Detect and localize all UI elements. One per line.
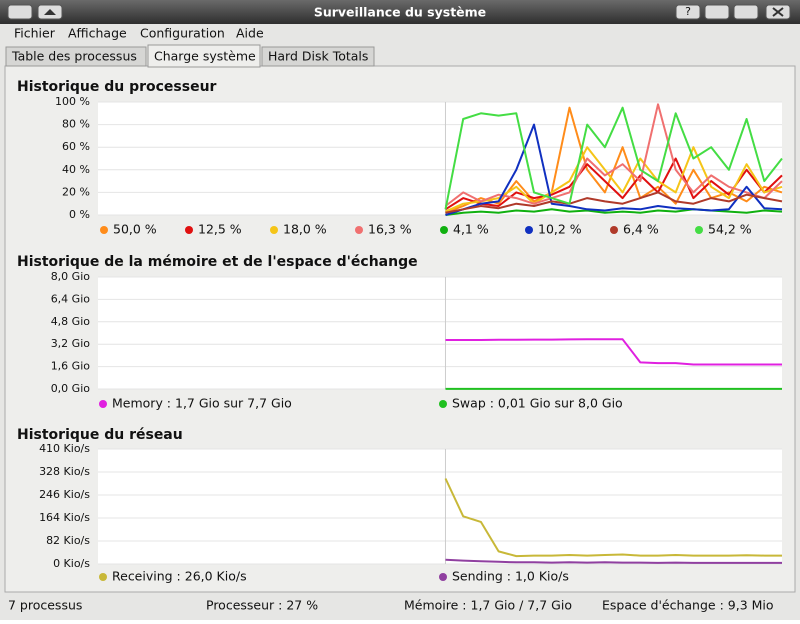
app-menu-button[interactable]: [7, 4, 33, 20]
y-tick-label: 0 Kio/s: [53, 557, 90, 570]
status-item: Processeur : 27 %: [206, 598, 318, 613]
y-tick-label: 164 Kio/s: [39, 511, 90, 524]
status-item: Mémoire : 1,7 Gio / 7,7 Gio: [404, 598, 572, 613]
series-line: [444, 478, 782, 558]
legend-dot: [610, 226, 618, 234]
legend-dot: [270, 226, 278, 234]
y-tick-label: 4,8 Gio: [51, 315, 91, 328]
minimize-button[interactable]: [704, 4, 730, 20]
y-tick-label: 60 %: [62, 140, 90, 153]
y-tick-label: 410 Kio/s: [39, 442, 90, 455]
y-tick-label: 100 %: [55, 95, 90, 108]
y-tick-label: 82 Kio/s: [46, 534, 90, 547]
tab[interactable]: [147, 44, 261, 68]
legend-dot: [100, 226, 108, 234]
y-tick-label: 20 %: [62, 185, 90, 198]
legend-dot: [439, 400, 447, 408]
plot-area: [98, 277, 782, 389]
legend-label: 12,5 %: [198, 222, 242, 237]
series-line: [444, 157, 783, 211]
y-tick-label: 40 %: [62, 163, 90, 176]
help-label: ?: [685, 5, 691, 18]
panel-title: Historique du réseau: [17, 427, 183, 443]
legend-dot: [99, 400, 107, 408]
legend-label: 10,2 %: [538, 222, 582, 237]
y-tick-label: 6,4 Gio: [51, 292, 91, 305]
status-item: Espace d'échange : 9,3 Mio: [602, 598, 774, 613]
series-line: [445, 208, 783, 216]
legend-label: Receiving : 26,0 Kio/s: [112, 569, 247, 584]
y-tick-label: 8,0 Gio: [51, 270, 91, 283]
series-line: [444, 106, 783, 210]
legend-label: Sending : 1,0 Kio/s: [452, 569, 569, 584]
legend-label: 50,0 %: [113, 222, 157, 237]
legend-label: 4,1 %: [453, 222, 489, 237]
legend-dot: [355, 226, 363, 234]
y-tick-label: 1,6 Gio: [51, 360, 91, 373]
help-button[interactable]: [675, 4, 701, 20]
legend-label: 16,3 %: [368, 222, 412, 237]
legend-dot: [695, 226, 703, 234]
y-tick-label: 246 Kio/s: [39, 488, 90, 501]
y-tick-label: 328 Kio/s: [39, 465, 90, 478]
legend-dot: [99, 573, 107, 581]
legend-dot: [185, 226, 193, 234]
legend-dot: [439, 573, 447, 581]
y-tick-label: 3,2 Gio: [51, 337, 91, 350]
status-item: 7 processus: [8, 598, 82, 613]
title-bar: [0, 0, 800, 24]
series-line: [445, 123, 783, 216]
panel-title: Historique du processeur: [17, 79, 217, 95]
menu-item[interactable]: Aide: [236, 26, 264, 41]
tab-label[interactable]: Charge système: [154, 49, 256, 64]
panel-title: Historique de la mémoire et de l'espace …: [17, 254, 418, 270]
series-line: [445, 558, 782, 564]
close-icon: [772, 7, 784, 17]
plot-area: [98, 449, 782, 564]
legend-label: Memory : 1,7 Gio sur 7,7 Gio: [112, 396, 292, 411]
shade-icon: [44, 9, 56, 15]
window-title: Surveillance du système: [314, 5, 486, 20]
series-line: [445, 338, 782, 366]
y-tick-label: 0 %: [69, 208, 90, 221]
legend-dot: [525, 226, 533, 234]
menu-item[interactable]: Fichier: [14, 26, 56, 41]
menu-item[interactable]: Configuration: [140, 26, 225, 41]
tab[interactable]: [261, 46, 375, 67]
y-tick-label: 80 %: [62, 118, 90, 131]
tab-label[interactable]: Hard Disk Totals: [268, 49, 368, 64]
legend-label: 54,2 %: [708, 222, 752, 237]
legend-label: 6,4 %: [623, 222, 659, 237]
tab-label[interactable]: Table des processus: [11, 49, 137, 64]
legend-dot: [440, 226, 448, 234]
menu-item[interactable]: Affichage: [68, 26, 127, 41]
maximize-button[interactable]: [733, 4, 759, 20]
y-tick-label: 0,0 Gio: [51, 382, 91, 395]
legend-label: 18,0 %: [283, 222, 327, 237]
legend-label: Swap : 0,01 Gio sur 8,0 Gio: [452, 396, 623, 411]
series-line: [445, 191, 783, 214]
tab[interactable]: [5, 46, 147, 67]
